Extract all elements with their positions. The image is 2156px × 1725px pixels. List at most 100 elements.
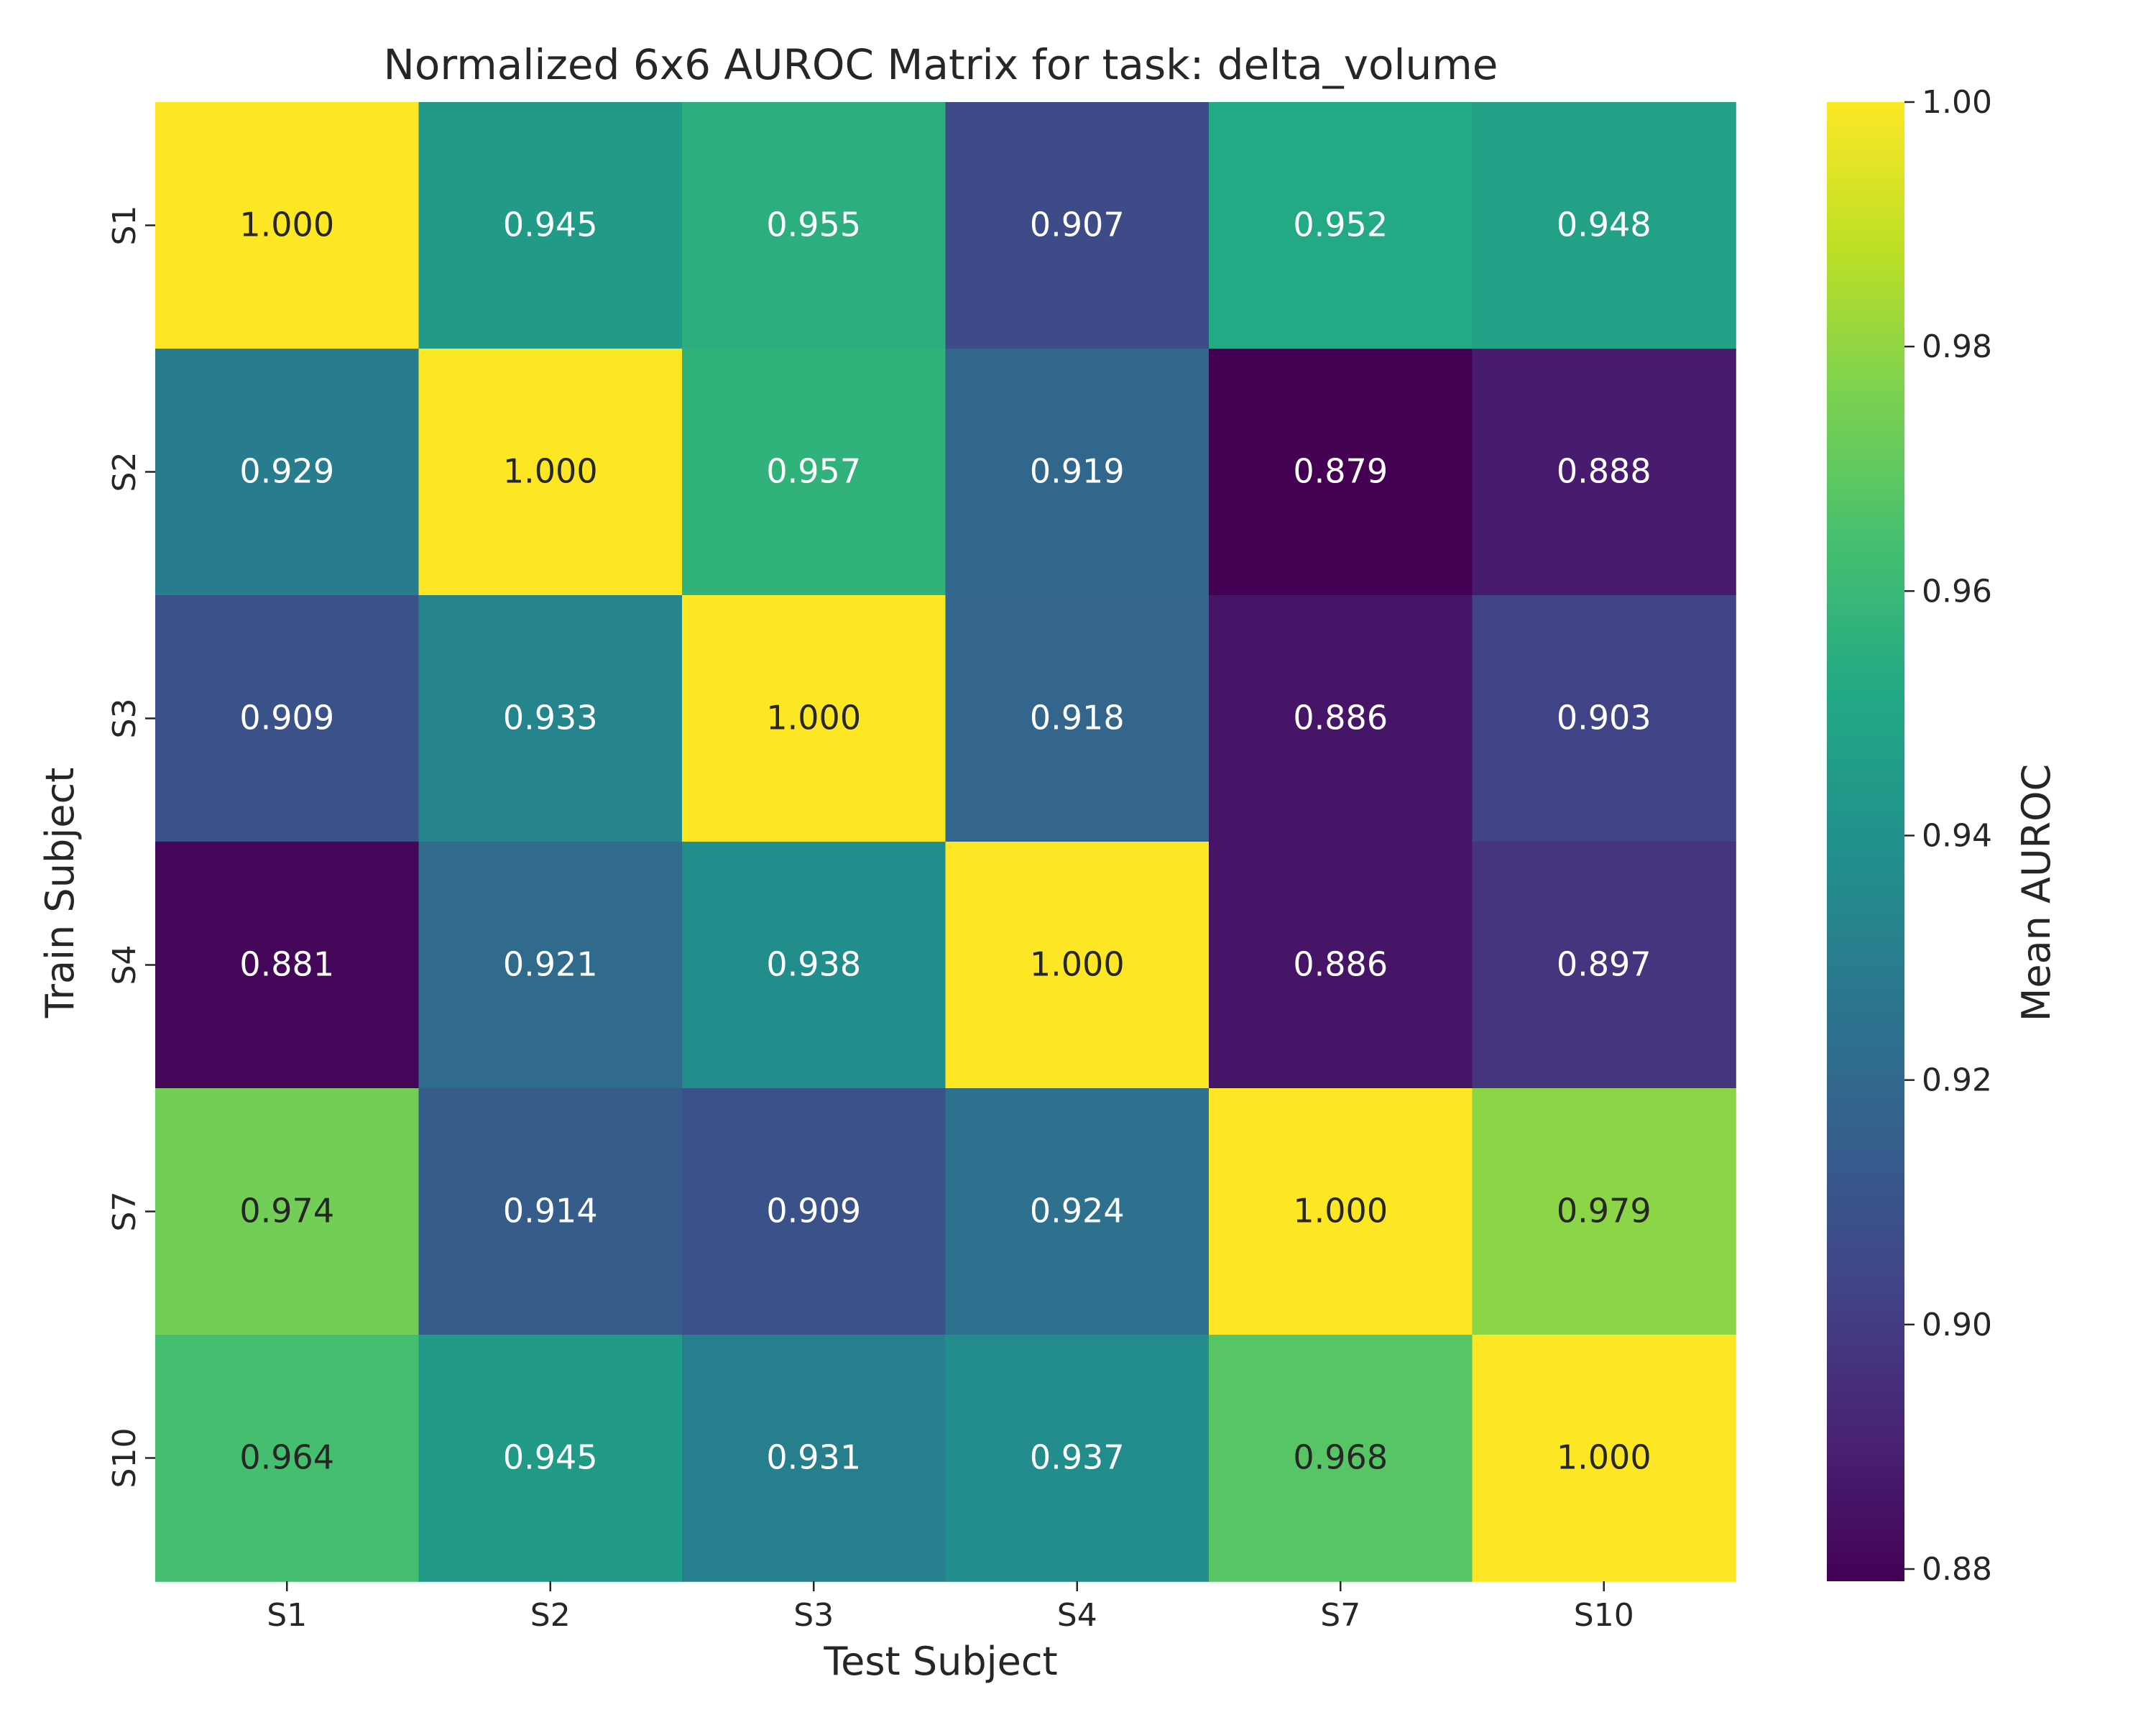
colorbar-tick-label: 0.88 (1922, 1551, 1992, 1588)
cell-value-label: 0.929 (239, 452, 334, 491)
heatmap-cell (1209, 349, 1473, 596)
cell-value-label: 0.974 (239, 1192, 334, 1230)
y-tick-label: S1 (106, 206, 143, 246)
cell-value-label: 0.909 (766, 1192, 861, 1230)
cell-value-label: 0.938 (766, 945, 861, 984)
heatmap-cell (1472, 842, 1736, 1089)
heatmap-cell (945, 102, 1210, 349)
x-tick-label: S3 (793, 1597, 834, 1634)
cell-value-label: 0.933 (503, 699, 598, 737)
x-tick-label: S10 (1574, 1597, 1634, 1634)
cell-value-label: 0.886 (1293, 699, 1388, 737)
cell-value-label: 0.897 (1557, 945, 1651, 984)
cell-value-label: 0.909 (239, 699, 334, 737)
heatmap-cell (418, 349, 683, 596)
heatmap-cell (945, 1335, 1210, 1582)
cell-value-label: 0.879 (1293, 452, 1388, 491)
cell-value-label: 1.000 (503, 452, 598, 491)
colorbar-tick-label: 0.90 (1922, 1307, 1992, 1343)
heatmap-cell (1472, 349, 1736, 596)
cell-value-label: 0.907 (1030, 206, 1125, 244)
heatmap-cell (682, 595, 946, 842)
cell-value-label: 0.919 (1030, 452, 1125, 491)
y-tick-label: S3 (106, 699, 143, 739)
y-axis-label: Train Subject (37, 768, 83, 1019)
heatmap-cell (155, 102, 420, 349)
heatmap-cell (945, 1088, 1210, 1335)
chart-title: Normalized 6x6 AUROC Matrix for task: de… (384, 40, 1498, 89)
cell-value-label: 0.964 (239, 1438, 334, 1477)
cell-value-label: 0.914 (503, 1192, 598, 1230)
heatmap-cell (682, 102, 946, 349)
heatmap-cell (945, 842, 1210, 1089)
heatmap-cell-labels: 1.000 0.945 0.955 0.907 0.952 0.948 0.929 1.000… (239, 206, 1651, 1477)
x-axis-label: Test Subject (823, 1639, 1057, 1684)
y-tick-label: S7 (106, 1192, 143, 1232)
heatmap-cell (155, 349, 420, 596)
heatmap-cell (1209, 1335, 1473, 1582)
cell-value-label: 0.921 (503, 945, 598, 984)
heatmap-cell (1209, 842, 1473, 1089)
cell-value-label: 0.957 (766, 452, 861, 491)
heatmap-cell (418, 595, 683, 842)
colorbar-gradient (1827, 102, 1904, 1581)
cell-value-label: 0.924 (1030, 1192, 1125, 1230)
cell-value-label: 0.888 (1557, 452, 1651, 491)
heatmap-cell (682, 842, 946, 1089)
heatmap-cell (418, 1088, 683, 1335)
x-tick-label: S2 (530, 1597, 571, 1634)
heatmap-cell (945, 595, 1210, 842)
cell-value-label: 0.931 (766, 1438, 861, 1477)
cell-value-label: 0.968 (1293, 1438, 1388, 1477)
heatmap-cell (945, 349, 1210, 596)
cell-value-label: 0.937 (1030, 1438, 1125, 1477)
cell-value-label: 0.918 (1030, 699, 1125, 737)
heatmap-cell (682, 1088, 946, 1335)
heatmap-cell (155, 595, 420, 842)
cell-value-label: 0.881 (239, 945, 334, 984)
heatmap-cell (682, 349, 946, 596)
cell-value-label: 0.945 (503, 206, 598, 244)
cell-value-label: 0.948 (1557, 206, 1651, 244)
cell-value-label: 0.952 (1293, 206, 1388, 244)
heatmap-cell (155, 1088, 420, 1335)
colorbar: 0.88 0.90 0.92 0.94 0.96 0.98 1.00 (1827, 84, 1992, 1588)
cell-value-label: 0.886 (1293, 945, 1388, 984)
y-tick-label: S10 (106, 1428, 143, 1489)
y-tick-label: S2 (106, 452, 143, 492)
x-tick-label: S1 (267, 1597, 307, 1634)
cell-value-label: 1.000 (1293, 1192, 1388, 1230)
x-tick-label: S7 (1320, 1597, 1360, 1634)
cell-value-label: 0.945 (503, 1438, 598, 1477)
heatmap-cell (418, 102, 683, 349)
colorbar-tick-label: 0.92 (1922, 1062, 1992, 1099)
y-axis: S1 S2 S3 S4 S7 S10 (106, 206, 155, 1489)
cell-value-label: 1.000 (1030, 945, 1125, 984)
heatmap-cell (1209, 1088, 1473, 1335)
colorbar-tick-label: 0.94 (1922, 817, 1992, 854)
heatmap-cell (1472, 1088, 1736, 1335)
cell-value-label: 1.000 (766, 699, 861, 737)
heatmap-cell (155, 842, 420, 1089)
cell-value-label: 0.979 (1557, 1192, 1651, 1230)
colorbar-label: Mean AUROC (2014, 764, 2059, 1022)
cell-value-label: 0.903 (1557, 699, 1651, 737)
colorbar-tick-label: 1.00 (1922, 84, 1992, 121)
cell-value-label: 0.955 (766, 206, 861, 244)
heatmap-cells (155, 102, 1736, 1582)
heatmap-cell (1209, 595, 1473, 842)
colorbar-tick-label: 0.98 (1922, 328, 1992, 365)
x-axis: S1 S2 S3 S4 S7 S10 (267, 1581, 1634, 1634)
heatmap-cell (418, 1335, 683, 1582)
heatmap-cell (1472, 595, 1736, 842)
y-tick-label: S4 (106, 945, 143, 985)
heatmap-cell (682, 1335, 946, 1582)
heatmap-cell (1472, 1335, 1736, 1582)
cell-value-label: 1.000 (1557, 1438, 1651, 1477)
heatmap-cell (155, 1335, 420, 1582)
heatmap-cell (1209, 102, 1473, 349)
cell-value-label: 1.000 (239, 206, 334, 244)
heatmap-cell (418, 842, 683, 1089)
colorbar-tick-label: 0.96 (1922, 573, 1992, 610)
